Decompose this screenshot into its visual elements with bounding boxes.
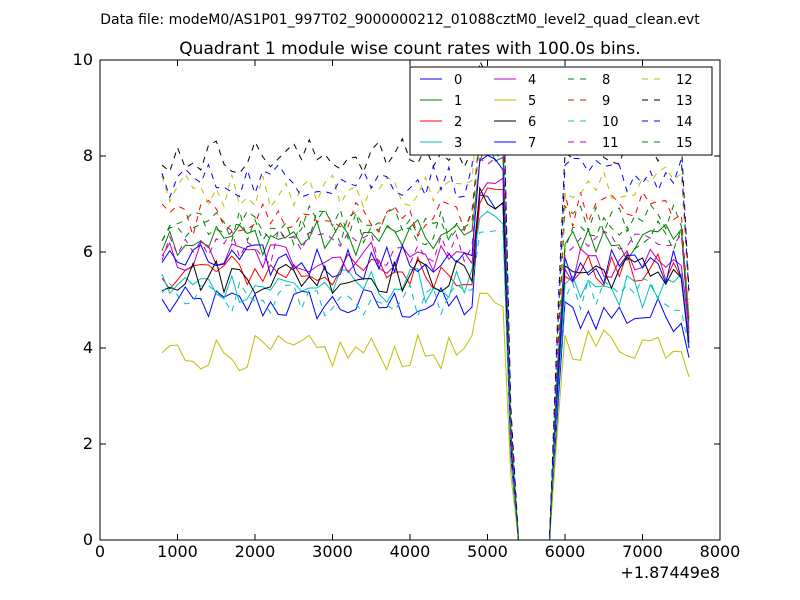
x-tick-label: 4000 — [390, 542, 431, 561]
series-line-11 — [161, 149, 690, 541]
y-tick-label: 4 — [83, 338, 93, 357]
legend-label-14: 14 — [676, 115, 693, 130]
y-tick-label: 8 — [83, 146, 93, 165]
legend-label-4: 4 — [528, 73, 536, 88]
x-axis: 0 1000 2000 3000 4000 5000 6000 7000 8000 — [95, 60, 740, 561]
series-line-1 — [161, 139, 690, 541]
legend-label-8: 8 — [602, 73, 610, 88]
legend-label-9: 9 — [602, 94, 610, 109]
legend-label-0: 0 — [454, 73, 462, 88]
legend-label-5: 5 — [528, 94, 536, 109]
chart-suptitle: Data file: modeM0/AS1P01_997T02_90000002… — [100, 12, 700, 28]
series-line-9 — [161, 119, 690, 541]
y-tick-label: 10 — [73, 50, 93, 69]
chart-title: Quadrant 1 module wise count rates with … — [179, 39, 640, 59]
series-line-2 — [161, 187, 690, 541]
y-tick-label: 2 — [83, 434, 93, 453]
series-line-7 — [161, 154, 690, 541]
legend-label-2: 2 — [454, 115, 462, 130]
x-tick-label: 5000 — [467, 542, 508, 561]
legend-label-12: 12 — [676, 73, 693, 88]
series-line-10 — [161, 230, 690, 541]
series-line-0 — [161, 194, 690, 541]
series-line-4 — [161, 177, 690, 541]
x-tick-label: 0 — [95, 542, 105, 561]
legend-label-3: 3 — [454, 136, 462, 151]
series-line-8 — [161, 118, 690, 541]
x-tick-label: 2000 — [235, 542, 276, 561]
legend-box — [409, 66, 713, 156]
x-tick-label: 6000 — [545, 542, 586, 561]
x-tick-label: 3000 — [312, 542, 353, 561]
legend-label-7: 7 — [528, 136, 536, 151]
series-line-12 — [161, 83, 690, 541]
x-tick-label: 7000 — [622, 542, 663, 561]
legend-label-10: 10 — [602, 115, 619, 130]
y-tick-label: 6 — [83, 242, 93, 261]
y-tick-label: 0 — [83, 530, 93, 549]
legend-label-6: 6 — [528, 115, 536, 130]
legend-label-15: 15 — [676, 136, 693, 151]
legend-label-11: 11 — [602, 136, 619, 151]
x-tick-label: 1000 — [157, 542, 198, 561]
series-line-6 — [161, 186, 690, 541]
series-line-5 — [161, 292, 690, 541]
series-line-3 — [161, 210, 690, 541]
x-tick-label: 8000 — [700, 542, 741, 561]
series-line-14 — [161, 67, 690, 541]
x-offset-label: +1.87449e8 — [620, 563, 720, 582]
legend-label-1: 1 — [454, 94, 462, 109]
series-line-15 — [161, 135, 690, 541]
legend-label-13: 13 — [676, 94, 693, 109]
